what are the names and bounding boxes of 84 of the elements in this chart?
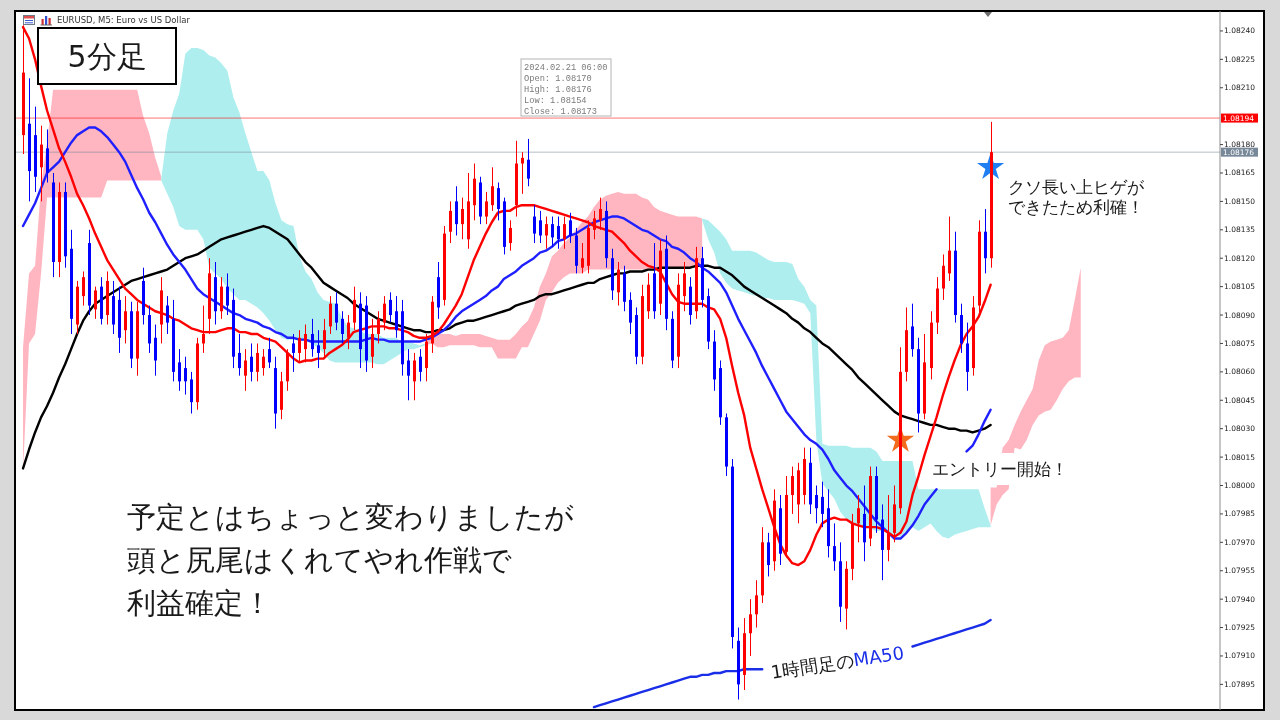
- candlestick: [329, 295, 332, 335]
- candlestick: [491, 166, 494, 212]
- candlestick: [527, 138, 530, 187]
- candlestick: [749, 598, 752, 657]
- candlestick: [347, 314, 350, 350]
- candlestick: [389, 291, 392, 324]
- candlestick: [948, 216, 951, 282]
- annotation: High: 1.08176: [524, 84, 592, 95]
- candlestick: [599, 197, 602, 231]
- candlestick: [617, 261, 620, 307]
- candlestick: [683, 261, 686, 312]
- candlestick: [190, 371, 193, 415]
- candlestick: [335, 291, 338, 331]
- candlestick: [455, 185, 458, 236]
- annotation: 2024.02.21 06:00: [524, 62, 608, 73]
- candlestick: [311, 318, 314, 358]
- candlestick: [569, 212, 572, 244]
- candlestick: [767, 532, 770, 577]
- candlestick: [268, 337, 271, 369]
- annotation: Close: 1.08173: [524, 106, 597, 117]
- candlestick: [323, 318, 326, 358]
- annotation: Open: 1.08170: [524, 73, 592, 84]
- candlestick: [256, 342, 259, 382]
- candlestick: [377, 310, 380, 344]
- candlestick: [821, 481, 824, 528]
- candlestick: [166, 295, 169, 335]
- chart-subtitle: EURUSD, M5: Euro vs US Dollar: [57, 15, 191, 25]
- candlestick: [461, 197, 464, 240]
- candlestick: [371, 318, 374, 369]
- annotation: クソ長い上ヒゲが: [1008, 177, 1145, 197]
- candlestick: [539, 210, 542, 244]
- annotation: 利益確定！: [127, 586, 272, 620]
- candlestick: [94, 286, 97, 320]
- candlestick: [449, 200, 452, 244]
- candlestick: [419, 348, 422, 382]
- candlestick: [413, 352, 416, 401]
- candlestick: [833, 522, 836, 572]
- candlestick: [154, 324, 157, 377]
- candlestick: [911, 303, 914, 358]
- annotation: 頭と尻尾はくれてやれ作戦で: [127, 543, 512, 577]
- candlestick: [509, 219, 512, 252]
- candlestick: [317, 329, 320, 369]
- candlestick: [557, 216, 560, 250]
- candlestick: [497, 181, 500, 221]
- candlestick: [178, 348, 181, 392]
- annotation: Low: 1.08154: [524, 95, 587, 106]
- candlestick: [942, 253, 945, 301]
- candlestick: [244, 348, 247, 392]
- candlestick: [383, 295, 386, 331]
- candlestick: [304, 324, 307, 363]
- annotation: できたため利確！: [1008, 197, 1144, 217]
- candlestick: [521, 151, 524, 195]
- candlestick: [791, 466, 794, 515]
- candlestick: [238, 333, 241, 377]
- candlestick: [353, 286, 356, 331]
- candlestick: [581, 242, 584, 274]
- candlestick: [202, 305, 205, 354]
- candlestick: [563, 216, 566, 250]
- candlestick: [226, 272, 229, 316]
- candlestick: [292, 333, 295, 373]
- candlestick: [250, 342, 253, 382]
- annotation: エントリー開始！: [932, 458, 1068, 479]
- text: 1時間足のMA50: [769, 641, 906, 683]
- candlestick: [545, 216, 548, 250]
- candlestick: [262, 348, 265, 377]
- candlestick: [184, 356, 187, 396]
- candlestick: [857, 494, 860, 543]
- text: 5分足: [67, 38, 147, 74]
- candlestick: [815, 485, 818, 524]
- candlestick: [551, 216, 554, 248]
- candlestick: [82, 270, 85, 307]
- annotation: 予定とはちょっと変わりましたが: [127, 500, 574, 534]
- candlestick: [485, 191, 488, 225]
- candlestick: [124, 295, 127, 344]
- candlestick: [887, 494, 890, 562]
- candlestick: [395, 295, 398, 339]
- candlestick: [341, 310, 344, 344]
- candlestick: [40, 125, 43, 202]
- candlestick: [755, 579, 758, 629]
- candlestick: [533, 204, 536, 244]
- candlestick: [407, 348, 410, 401]
- candlestick: [298, 329, 301, 363]
- candlestick: [593, 210, 596, 240]
- candlestick: [629, 291, 632, 335]
